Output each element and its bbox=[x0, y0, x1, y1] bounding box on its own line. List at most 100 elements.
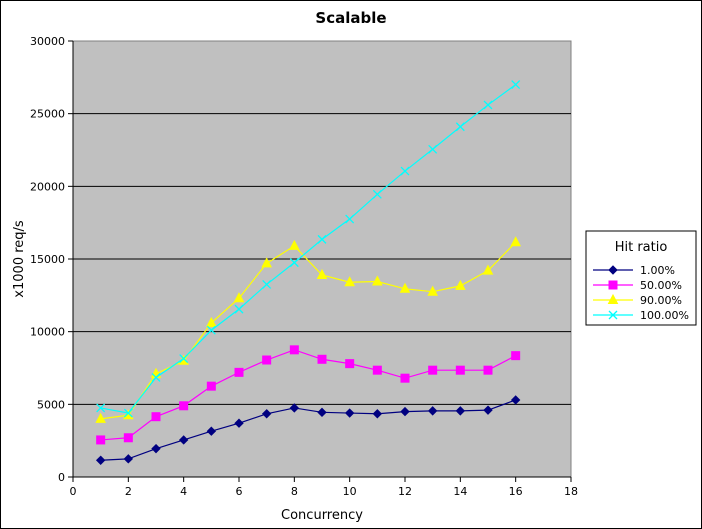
x-marker-stroke bbox=[455, 122, 465, 132]
series-point-2 bbox=[511, 351, 521, 361]
x-marker-stroke bbox=[262, 279, 272, 289]
legend-title: Hit ratio bbox=[615, 240, 668, 255]
legend: Hit ratio 1.00% 50.00% 90.00% 100.00% bbox=[585, 230, 697, 326]
x-marker-stroke bbox=[289, 258, 299, 268]
series-point-1 bbox=[400, 406, 410, 417]
series-point-2 bbox=[289, 345, 299, 355]
x-marker-stroke bbox=[96, 403, 106, 413]
series-point-4 bbox=[179, 354, 189, 364]
series-point-3 bbox=[455, 279, 466, 290]
series-point-4 bbox=[151, 372, 161, 382]
series-point-2 bbox=[262, 355, 272, 365]
series-point-4 bbox=[345, 214, 355, 224]
series-point-4 bbox=[262, 279, 272, 289]
series-point-2 bbox=[123, 433, 133, 443]
series-line-3 bbox=[100, 241, 517, 420]
series-point-1 bbox=[206, 426, 217, 436]
series-point-1 bbox=[427, 406, 438, 416]
x-marker-stroke bbox=[179, 354, 189, 364]
series-point-3 bbox=[206, 316, 217, 327]
series-point-1 bbox=[510, 395, 521, 405]
series-point-1 bbox=[123, 454, 134, 464]
series-point-1 bbox=[178, 435, 189, 445]
series-point-3 bbox=[427, 285, 438, 296]
legend-label-4: 100.00% bbox=[640, 309, 689, 322]
x-marker-stroke bbox=[483, 100, 493, 110]
series-point-1 bbox=[289, 403, 300, 413]
series-point-3 bbox=[510, 236, 521, 247]
series-layer bbox=[95, 80, 521, 465]
series-point-4 bbox=[428, 144, 438, 154]
x-tick-label: 8 bbox=[291, 485, 298, 498]
series-point-3 bbox=[344, 276, 355, 287]
series-point-4 bbox=[400, 166, 410, 176]
series-point-2 bbox=[483, 365, 493, 375]
series-point-3 bbox=[372, 275, 383, 286]
series-point-1 bbox=[455, 406, 466, 416]
x-tick-label: 6 bbox=[236, 485, 243, 498]
series-point-2 bbox=[96, 435, 106, 445]
x-marker-stroke bbox=[151, 372, 161, 382]
x-marker-stroke bbox=[345, 214, 355, 224]
series-point-4 bbox=[206, 325, 216, 335]
legend-label-1: 1.00% bbox=[640, 264, 675, 277]
series-point-2 bbox=[428, 365, 438, 375]
series-point-3 bbox=[482, 264, 494, 275]
legend-marker-3 bbox=[607, 293, 619, 304]
series-point-2 bbox=[151, 412, 161, 422]
series-point-1 bbox=[483, 405, 493, 415]
x-axis-label: Concurrency bbox=[281, 508, 363, 523]
series-point-4 bbox=[483, 100, 493, 110]
x-tick-label: 14 bbox=[453, 485, 467, 498]
series-line-4 bbox=[100, 84, 517, 414]
series-point-3 bbox=[316, 268, 328, 279]
x-marker-stroke bbox=[511, 80, 521, 90]
series-point-3 bbox=[233, 292, 245, 303]
legend-marker-1 bbox=[608, 265, 618, 275]
series-point-2 bbox=[400, 373, 410, 383]
series-point-2 bbox=[206, 381, 216, 391]
legend-box bbox=[585, 230, 697, 326]
series-point-1 bbox=[151, 443, 161, 454]
y-tick-label: 0 bbox=[58, 471, 65, 484]
axes: 0 5000 10000 15000 20000 25000 30000 0 2 4 6 8 10 12 1… bbox=[30, 35, 578, 498]
series-point-2 bbox=[179, 401, 189, 411]
y-tick-label: 5000 bbox=[37, 398, 65, 411]
series-line-2 bbox=[100, 349, 516, 441]
y-tick-label: 30000 bbox=[30, 35, 65, 48]
x-marker-stroke bbox=[234, 304, 244, 314]
y-tick-label: 10000 bbox=[30, 326, 65, 339]
series-point-1 bbox=[372, 409, 383, 419]
x-marker-stroke bbox=[123, 408, 133, 418]
x-tick-label: 18 bbox=[564, 485, 578, 498]
series-point-2 bbox=[372, 365, 382, 375]
series-point-2 bbox=[317, 354, 327, 364]
legend-entries: 1.00% 50.00% 90.00% 100.00% bbox=[593, 264, 689, 322]
series-point-3 bbox=[289, 239, 300, 250]
legend-label-2: 50.00% bbox=[640, 279, 682, 292]
chart-title: Scalable bbox=[315, 9, 386, 27]
series-point-1 bbox=[344, 408, 355, 418]
x-marker-stroke bbox=[372, 189, 382, 199]
x-marker-stroke bbox=[428, 144, 438, 154]
series-point-1 bbox=[261, 409, 272, 419]
y-axis-label: x1000 req/s bbox=[12, 220, 27, 298]
series-point-1 bbox=[95, 455, 106, 465]
series-point-3 bbox=[95, 412, 106, 423]
x-marker-stroke bbox=[317, 234, 327, 244]
series-point-4 bbox=[317, 234, 327, 244]
series-point-4 bbox=[123, 408, 133, 418]
legend-label-3: 90.00% bbox=[640, 294, 682, 307]
x-tick-label: 0 bbox=[70, 485, 77, 498]
series-point-2 bbox=[234, 367, 244, 377]
series-point-2 bbox=[455, 365, 465, 375]
y-tick-label: 25000 bbox=[30, 108, 65, 121]
x-tick-label: 2 bbox=[125, 485, 132, 498]
series-point-3 bbox=[399, 282, 411, 293]
y-tick-label: 20000 bbox=[30, 180, 65, 193]
x-marker-stroke bbox=[206, 325, 216, 335]
legend-marker-4 bbox=[608, 310, 618, 320]
x-marker-stroke bbox=[400, 166, 410, 176]
series-point-2 bbox=[345, 359, 355, 369]
